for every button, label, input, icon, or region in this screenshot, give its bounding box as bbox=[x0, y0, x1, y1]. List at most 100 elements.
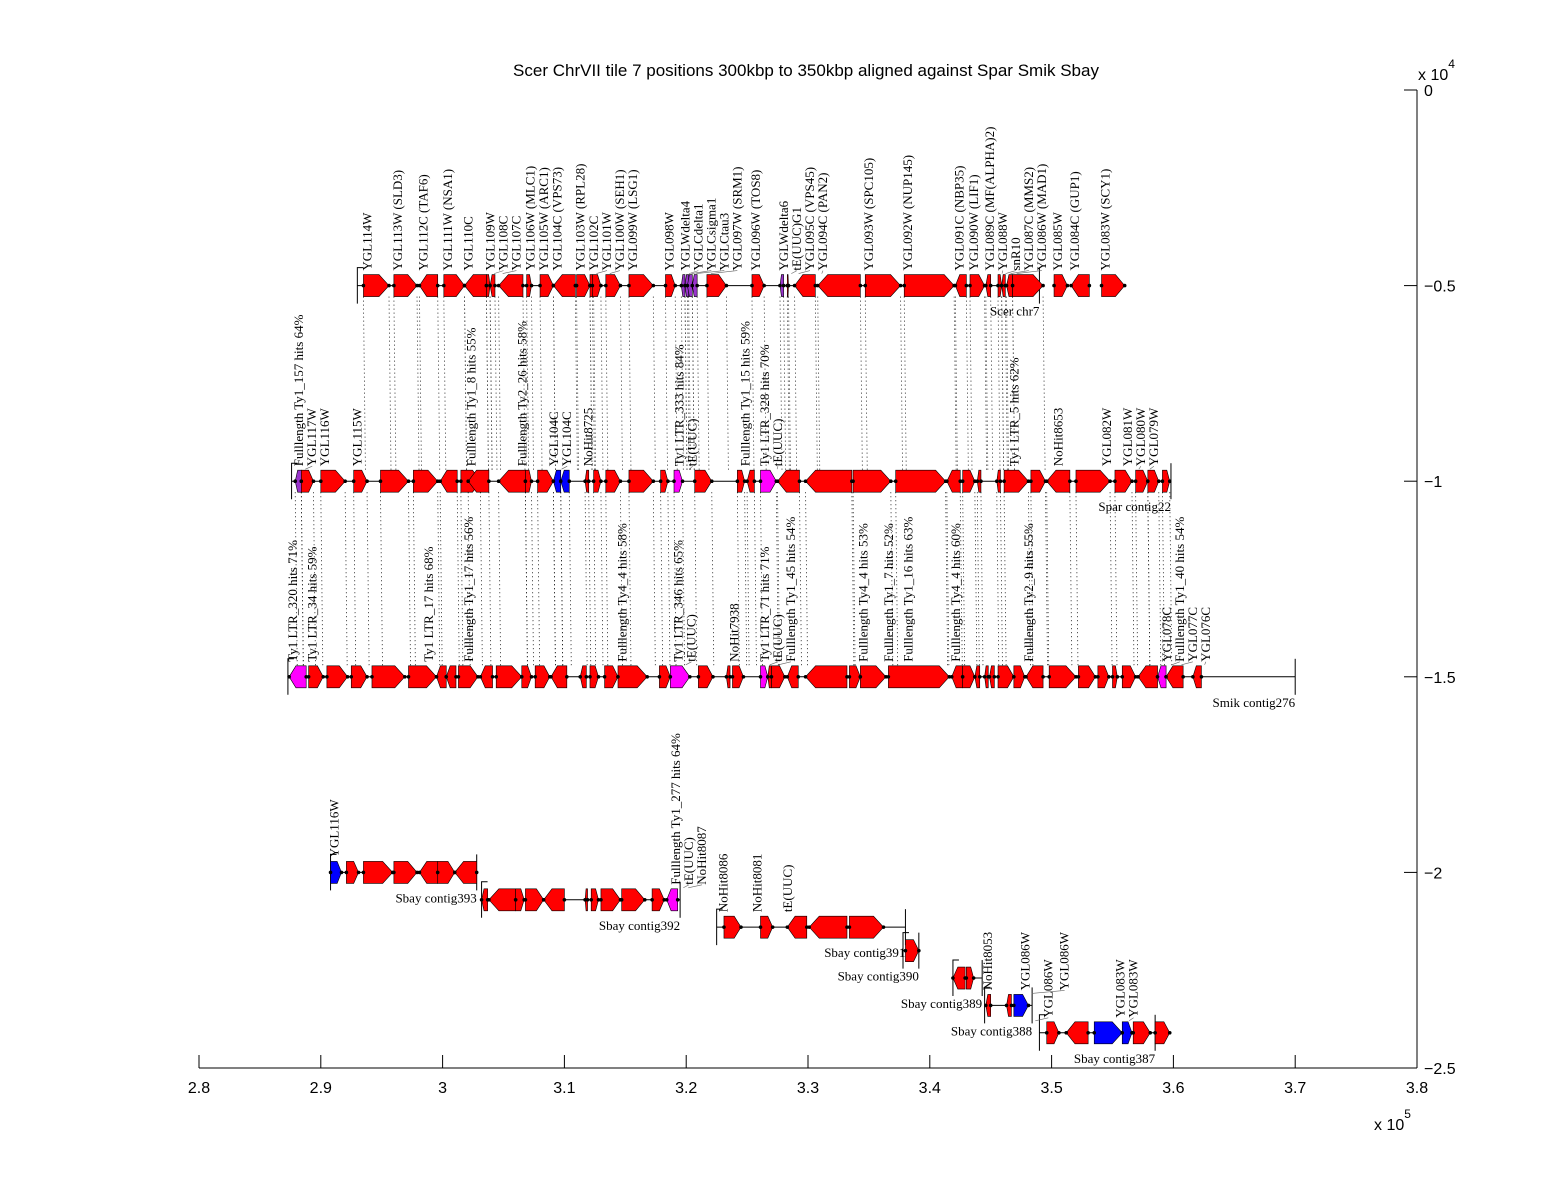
track-sbay-contig388: Sbay contig388 bbox=[951, 986, 1033, 1038]
alignment-line bbox=[984, 296, 988, 471]
alignment-line bbox=[553, 296, 556, 471]
track-sbay-contig391: Sbay contig391 bbox=[716, 908, 906, 960]
feature-start-marker bbox=[549, 675, 553, 679]
alignment-line bbox=[736, 492, 740, 666]
alignment-lines bbox=[294, 296, 1173, 666]
alignment-line bbox=[522, 296, 526, 471]
feature-start-marker bbox=[1096, 675, 1100, 679]
feature-start-marker bbox=[1052, 283, 1056, 288]
gene-feature bbox=[350, 665, 368, 689]
track-bracket-start bbox=[902, 932, 910, 969]
gene-feature bbox=[760, 915, 774, 939]
track-bracket-start bbox=[952, 959, 959, 997]
feature-label: Fulllength Ty4_4 hits 60% bbox=[948, 523, 963, 662]
feature-label: Ty1 LTR_34 hits 59% bbox=[305, 546, 320, 661]
gene-feature bbox=[495, 665, 523, 689]
feature-end-marker bbox=[695, 283, 699, 288]
x-tick-label: 3.2 bbox=[675, 1080, 697, 1097]
gene-feature bbox=[849, 665, 861, 689]
feature-label: Fulllength Ty1_7 hits 52% bbox=[881, 523, 896, 662]
gene-feature bbox=[794, 274, 816, 297]
feature-end-marker bbox=[988, 283, 993, 288]
contig-label: Sbay contig393 bbox=[395, 890, 476, 905]
feature-start-marker bbox=[435, 870, 440, 875]
alignment-line bbox=[1114, 492, 1118, 666]
feature-start-marker bbox=[685, 283, 690, 288]
feature-start-marker bbox=[392, 283, 396, 288]
alignment-line bbox=[320, 492, 324, 666]
gene-feature bbox=[805, 469, 853, 493]
x-multiplier: x 105 bbox=[1374, 1107, 1411, 1134]
track-bracket-start bbox=[984, 986, 991, 1024]
feature-end-marker bbox=[711, 675, 715, 679]
feature-start-marker bbox=[299, 479, 304, 484]
gene-feature bbox=[488, 888, 516, 912]
alignment-line bbox=[498, 296, 502, 471]
alignment-line bbox=[294, 492, 298, 666]
feature-start-marker bbox=[1012, 675, 1016, 679]
alignment-line bbox=[553, 492, 556, 666]
feature-start-marker bbox=[1004, 283, 1009, 288]
gene-feature bbox=[976, 469, 982, 493]
gene-feature bbox=[1078, 665, 1096, 689]
gene-feature bbox=[1025, 665, 1044, 689]
alignment-line bbox=[673, 492, 677, 666]
contig-label: Sbay contig387 bbox=[1074, 1051, 1156, 1066]
alignment-line bbox=[489, 296, 493, 471]
label-leader-line bbox=[1001, 270, 1004, 274]
alignment-line bbox=[895, 492, 899, 666]
feature-start-marker bbox=[588, 675, 592, 679]
feature-label: YGL080W bbox=[1133, 407, 1148, 466]
feature-start-marker bbox=[370, 675, 374, 679]
label-leader-line bbox=[696, 270, 725, 274]
gene-feature bbox=[346, 861, 359, 884]
gene-feature bbox=[1097, 665, 1110, 689]
gene-feature bbox=[1046, 1021, 1060, 1045]
gene-feature bbox=[498, 469, 526, 493]
feature-start-marker bbox=[619, 897, 624, 902]
gene-feature bbox=[576, 274, 591, 297]
alignment-line bbox=[779, 296, 783, 471]
feature-end-marker bbox=[998, 479, 1003, 484]
feature-label: YGL094C (PAN2) bbox=[815, 172, 830, 270]
feature-start-marker bbox=[1120, 675, 1125, 679]
gene-feature bbox=[985, 274, 992, 297]
feature-label: YGL104C bbox=[546, 411, 561, 466]
feature-start-marker bbox=[705, 283, 709, 288]
label-leader-line bbox=[1149, 465, 1155, 470]
feature-end-marker bbox=[562, 897, 567, 902]
feature-end-marker bbox=[724, 283, 729, 288]
gene-feature bbox=[849, 915, 884, 939]
feature-end-marker bbox=[406, 479, 411, 484]
alignment-line bbox=[763, 296, 767, 471]
gene-feature bbox=[666, 888, 678, 912]
gene-feature bbox=[1121, 665, 1136, 689]
feature-start-marker bbox=[406, 675, 411, 679]
gene-feature bbox=[486, 274, 491, 297]
feature-start-marker bbox=[627, 479, 631, 484]
gene-feature bbox=[534, 665, 551, 689]
feature-start-marker bbox=[456, 675, 461, 679]
alignment-line bbox=[974, 492, 978, 666]
feature-label: YGL088W bbox=[995, 211, 1010, 270]
feature-start-marker bbox=[351, 479, 356, 484]
y-ticks: 0 −0.5 −1 −1.5 −2 −2.5 bbox=[1404, 83, 1456, 1078]
gene-feature bbox=[498, 274, 524, 297]
feature-label: YGL081W bbox=[1120, 407, 1135, 466]
gene-feature bbox=[760, 469, 777, 493]
track-sbay-contig387: Sbay contig387 bbox=[1038, 1014, 1172, 1066]
label-leader-line bbox=[596, 270, 608, 274]
feature-label: YGLWdelta4 bbox=[677, 200, 692, 270]
alignment-line bbox=[574, 296, 578, 471]
feature-start-marker bbox=[803, 675, 808, 679]
feature-start-marker bbox=[664, 897, 669, 902]
feature-label: YGL116W bbox=[327, 799, 342, 858]
gene-feature bbox=[698, 665, 714, 689]
gene-feature bbox=[628, 274, 654, 297]
alignment-line bbox=[479, 492, 483, 666]
alignment-line bbox=[1000, 492, 1003, 666]
feature-start-marker bbox=[960, 675, 965, 679]
label-leader-line bbox=[685, 661, 692, 666]
gene-feature bbox=[997, 274, 1002, 297]
gene-feature bbox=[628, 469, 654, 493]
